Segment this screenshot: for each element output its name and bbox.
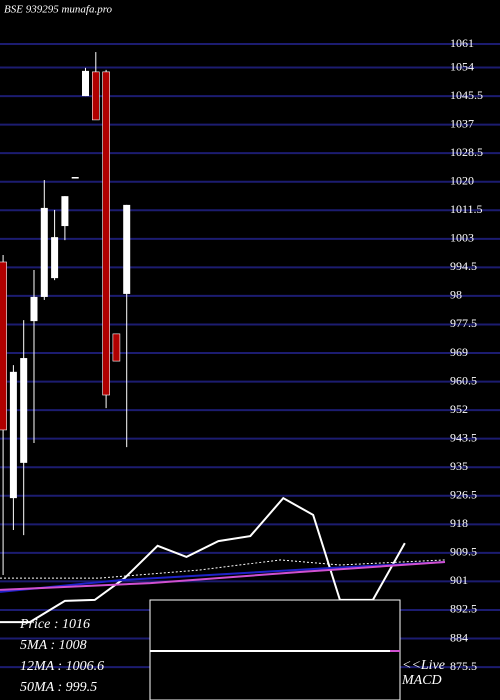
y-tick-label: 1054	[450, 59, 474, 73]
candle-body	[102, 71, 110, 396]
legend-price: Price : 1016	[19, 617, 90, 632]
y-tick-label: 935	[450, 459, 468, 473]
y-tick-label: 977.5	[450, 316, 477, 330]
y-tick-label: 918	[450, 516, 468, 530]
candle-body	[112, 333, 121, 362]
y-tick-label: 994.5	[450, 259, 477, 273]
y-tick-label: 1020	[450, 173, 474, 187]
legend-50ma: 50MA : 999.5	[20, 680, 97, 695]
y-tick-label: 943.5	[450, 430, 477, 444]
y-tick-label: 909.5	[450, 545, 477, 559]
y-tick-label: 1061	[450, 36, 474, 50]
candle-body	[81, 70, 89, 97]
y-tick-label: 901	[450, 573, 468, 587]
candle-body	[61, 196, 69, 227]
candle-body	[30, 296, 38, 322]
y-tick-label: 1011.5	[450, 202, 483, 216]
indicator-line	[0, 496, 406, 624]
y-tick-label: 1037	[450, 116, 474, 130]
legend-5ma: 5MA : 1008	[20, 638, 87, 653]
macd-label: MACD	[401, 673, 442, 688]
candle-body	[51, 237, 59, 279]
y-tick-label: 960.5	[450, 373, 477, 387]
candle-body	[40, 207, 48, 297]
candle-body	[123, 204, 131, 294]
y-tick-label: 875.5	[450, 659, 477, 673]
indicator-line	[0, 560, 446, 591]
y-tick-label: 892.5	[450, 602, 477, 616]
indicator-line	[0, 559, 446, 579]
candle-body	[20, 358, 28, 463]
legend-12ma: 12MA : 1006.6	[20, 659, 104, 674]
y-tick-label: 952	[450, 402, 468, 416]
y-tick-label: 98	[450, 288, 462, 302]
y-tick-label: 1003	[450, 231, 474, 245]
candle-body	[91, 71, 100, 121]
y-tick-label: 1045.5	[450, 88, 483, 102]
candle-body	[71, 177, 79, 179]
y-tick-label: 884	[450, 630, 468, 644]
candle-body	[9, 371, 17, 499]
y-tick-label: 969	[450, 345, 468, 359]
y-tick-label: 1028.5	[450, 145, 483, 159]
live-label: <<Live	[402, 658, 445, 673]
y-tick-label: 926.5	[450, 488, 477, 502]
candle-body	[0, 261, 7, 431]
chart-title: BSE 939295 munafa.pro	[4, 4, 113, 16]
